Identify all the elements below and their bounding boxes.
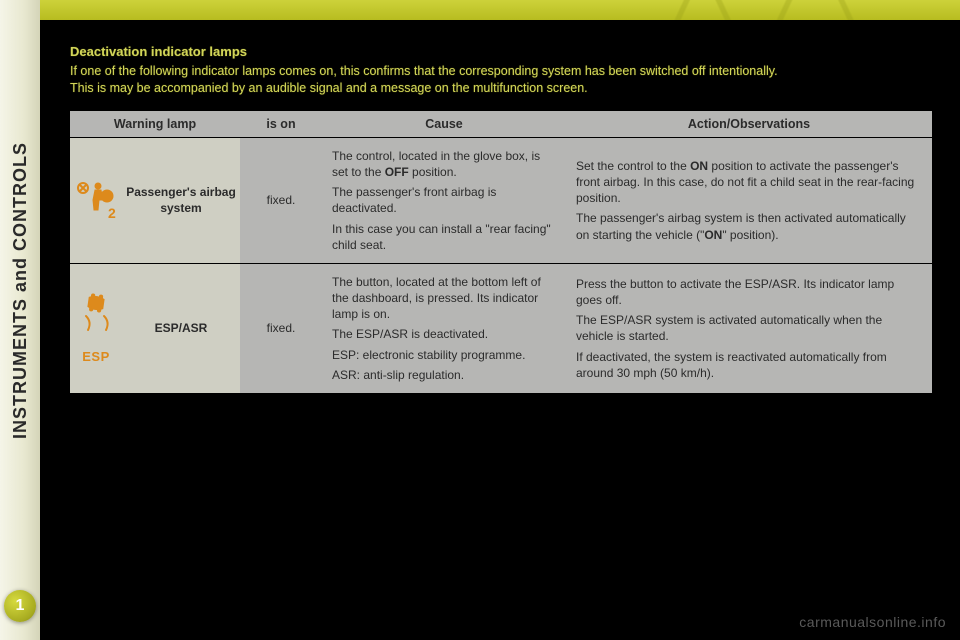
table-row: 2 Passenger's airbag system fixed. The c…: [70, 137, 932, 263]
th-cause: Cause: [322, 111, 566, 138]
top-bar-pattern: [560, 0, 960, 20]
top-bar: 48: [0, 0, 960, 20]
cause-p3: ESP: electronic stability programme.: [332, 347, 556, 363]
esp-asr-icon: [74, 292, 118, 346]
svg-text:2: 2: [108, 205, 116, 220]
passenger-airbag-off-icon: 2: [74, 180, 118, 220]
chapter-number-badge: 1: [4, 590, 36, 622]
esp-label: ESP: [74, 348, 118, 366]
th-is-on: is on: [240, 111, 322, 138]
th-action: Action/Observations: [566, 111, 932, 138]
table-row: ESP ESP/ASR fixed. The button, located a…: [70, 263, 932, 393]
action-p2: The ESP/ASR system is activated automati…: [576, 312, 922, 344]
is-on-cell: fixed.: [240, 263, 322, 393]
watermark: carmanualsonline.info: [799, 614, 946, 630]
icon-cell: 2: [70, 137, 122, 263]
text: " position).: [722, 228, 778, 242]
cause-p2: The passenger's front airbag is deactiva…: [332, 184, 556, 216]
lamp-name: Passenger's airbag system: [122, 137, 240, 263]
text: Set the control to the: [576, 159, 690, 173]
action-p3: If deactivated, the system is reactivate…: [576, 349, 922, 381]
cause-p4: ASR: anti-slip regulation.: [332, 367, 556, 383]
action-p1: Set the control to the ON position to ac…: [576, 158, 922, 207]
action-cell: Set the control to the ON position to ac…: [566, 137, 932, 263]
section-title: Deactivation indicator lamps: [70, 44, 934, 59]
bold-on: ON: [704, 228, 722, 242]
warning-lamp-table: Warning lamp is on Cause Action/Observat…: [70, 111, 932, 393]
section-intro-line1: If one of the following indicator lamps …: [70, 63, 934, 80]
side-section-label: INSTRUMENTS and CONTROLS: [0, 0, 40, 580]
icon-cell: ESP: [70, 263, 122, 393]
cause-cell: The control, located in the glove box, i…: [322, 137, 566, 263]
text: position.: [409, 165, 457, 179]
cause-cell: The button, located at the bottom left o…: [322, 263, 566, 393]
th-warning-lamp: Warning lamp: [70, 111, 240, 138]
cause-p3: In this case you can install a "rear fac…: [332, 221, 556, 253]
lamp-name: ESP/ASR: [122, 263, 240, 393]
side-section-text: INSTRUMENTS and CONTROLS: [10, 142, 31, 439]
action-p1: Press the button to activate the ESP/ASR…: [576, 276, 922, 308]
cause-p2: The ESP/ASR is deactivated.: [332, 326, 556, 342]
bold-on: ON: [690, 159, 708, 173]
page-content: Deactivation indicator lamps If one of t…: [40, 20, 960, 640]
cause-p1: The button, located at the bottom left o…: [332, 274, 556, 323]
table-header-row: Warning lamp is on Cause Action/Observat…: [70, 111, 932, 138]
section-intro-line2: This is may be accompanied by an audible…: [70, 80, 934, 97]
side-tab: INSTRUMENTS and CONTROLS 1: [0, 0, 40, 640]
is-on-cell: fixed.: [240, 137, 322, 263]
action-cell: Press the button to activate the ESP/ASR…: [566, 263, 932, 393]
cause-p1: The control, located in the glove box, i…: [332, 148, 556, 180]
bold-off: OFF: [385, 165, 409, 179]
action-p2: The passenger's airbag system is then ac…: [576, 210, 922, 242]
